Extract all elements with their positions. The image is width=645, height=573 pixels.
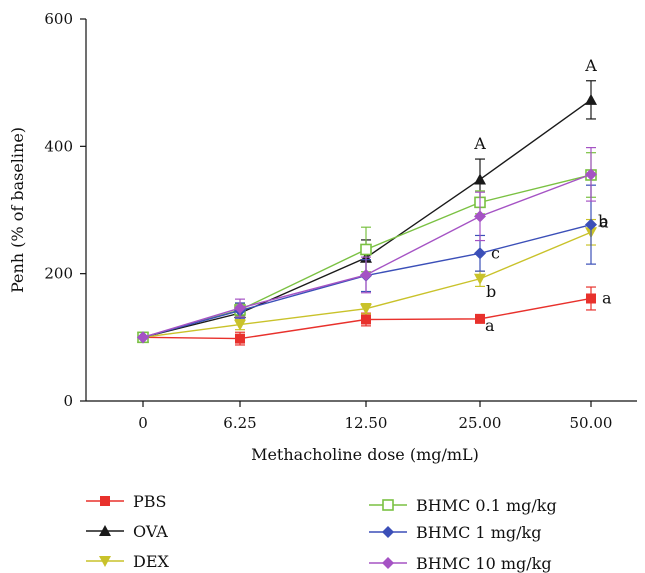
legend-item: BHMC 1 mg/kg — [369, 523, 541, 542]
x-axis-label: Methacholine dose (mg/mL) — [251, 445, 479, 464]
legend-item: PBS — [86, 492, 166, 511]
x-tick-label: 0 — [138, 414, 148, 432]
data-point — [360, 268, 372, 281]
axes: 0 200 400 600 0 6.25 12.50 25.00 50.00 — [44, 10, 637, 432]
data-point — [585, 218, 597, 231]
legend-item: DEX — [86, 552, 170, 571]
significance-label: a — [602, 288, 612, 307]
data-point — [382, 557, 394, 569]
significance-label: a — [485, 316, 495, 335]
legend: PBS OVA DEX BHMC 0.1 mg/kg BHMC 1 mg/kg BHMC … — [86, 492, 557, 573]
data-point — [474, 273, 486, 285]
data-point — [99, 556, 111, 567]
x-tick-label: 6.25 — [223, 414, 256, 432]
x-tick-label: 12.50 — [345, 414, 388, 432]
significance-label: b — [598, 212, 608, 231]
legend-label: BHMC 1 mg/kg — [416, 523, 541, 542]
significance-label: c — [491, 243, 500, 262]
data-point — [475, 313, 485, 324]
series-line — [142, 99, 592, 339]
data-point — [235, 333, 245, 344]
data-point — [234, 302, 246, 315]
data-point — [586, 293, 596, 304]
legend-item: OVA — [86, 522, 168, 541]
data-point — [474, 210, 486, 223]
data-point — [382, 499, 394, 511]
legend-item: BHMC 0.1 mg/kg — [369, 496, 557, 515]
y-tick-label: 600 — [44, 10, 73, 28]
series-pbs: aa — [138, 286, 612, 346]
data-point — [585, 93, 597, 105]
y-axis-label: Penh (% of baseline) — [8, 127, 27, 293]
data-point — [382, 526, 394, 538]
data-point — [99, 525, 111, 536]
y-tick-label: 0 — [63, 392, 73, 410]
x-tick-label: 25.00 — [459, 414, 502, 432]
data-point — [137, 331, 149, 344]
legend-label: OVA — [133, 522, 168, 541]
legend-label: BHMC 10 mg/kg — [416, 554, 552, 573]
data-point — [361, 314, 371, 325]
legend-label: PBS — [133, 492, 166, 511]
y-tick-label: 200 — [44, 265, 73, 283]
significance-label: a — [599, 212, 609, 231]
data-point — [474, 247, 486, 260]
data-point — [360, 243, 372, 256]
legend-label: DEX — [133, 552, 170, 571]
data-point — [360, 303, 372, 315]
series-bhmc-10-mg-kg — [137, 147, 597, 344]
significance-label: A — [473, 134, 486, 153]
legend-item: BHMC 10 mg/kg — [369, 554, 552, 573]
data-point — [474, 173, 486, 185]
significance-label: b — [486, 282, 496, 301]
x-tick-label: 50.00 — [570, 414, 613, 432]
legend-label: BHMC 0.1 mg/kg — [416, 496, 557, 515]
data-point — [100, 496, 110, 506]
series-ova: AA — [137, 56, 597, 343]
y-tick-label: 400 — [44, 137, 73, 155]
data-point — [585, 168, 597, 181]
series-dex: ba — [137, 212, 609, 344]
data-point — [234, 319, 246, 331]
significance-label: A — [584, 56, 597, 75]
